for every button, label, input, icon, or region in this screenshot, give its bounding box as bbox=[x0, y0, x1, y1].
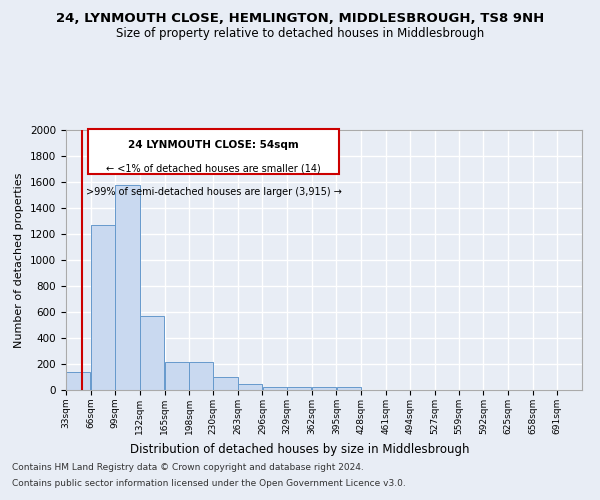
FancyBboxPatch shape bbox=[88, 128, 339, 174]
Bar bbox=[263, 387, 287, 390]
Bar bbox=[312, 388, 336, 390]
Text: ← <1% of detached houses are smaller (14): ← <1% of detached houses are smaller (14… bbox=[106, 164, 321, 174]
Text: 24 LYNMOUTH CLOSE: 54sqm: 24 LYNMOUTH CLOSE: 54sqm bbox=[128, 140, 299, 150]
Bar bbox=[115, 184, 140, 390]
Bar bbox=[190, 362, 213, 390]
Bar bbox=[337, 388, 361, 390]
Bar bbox=[165, 362, 189, 390]
Bar bbox=[140, 316, 164, 390]
Text: Contains public sector information licensed under the Open Government Licence v3: Contains public sector information licen… bbox=[12, 478, 406, 488]
Text: Distribution of detached houses by size in Middlesbrough: Distribution of detached houses by size … bbox=[130, 442, 470, 456]
Text: 24, LYNMOUTH CLOSE, HEMLINGTON, MIDDLESBROUGH, TS8 9NH: 24, LYNMOUTH CLOSE, HEMLINGTON, MIDDLESB… bbox=[56, 12, 544, 26]
Text: Size of property relative to detached houses in Middlesbrough: Size of property relative to detached ho… bbox=[116, 28, 484, 40]
Bar bbox=[91, 225, 115, 390]
Bar bbox=[287, 388, 311, 390]
Bar bbox=[213, 377, 238, 390]
Y-axis label: Number of detached properties: Number of detached properties bbox=[14, 172, 25, 348]
Text: >99% of semi-detached houses are larger (3,915) →: >99% of semi-detached houses are larger … bbox=[86, 187, 341, 197]
Text: Contains HM Land Registry data © Crown copyright and database right 2024.: Contains HM Land Registry data © Crown c… bbox=[12, 464, 364, 472]
Bar bbox=[66, 372, 91, 390]
Bar bbox=[238, 384, 262, 390]
